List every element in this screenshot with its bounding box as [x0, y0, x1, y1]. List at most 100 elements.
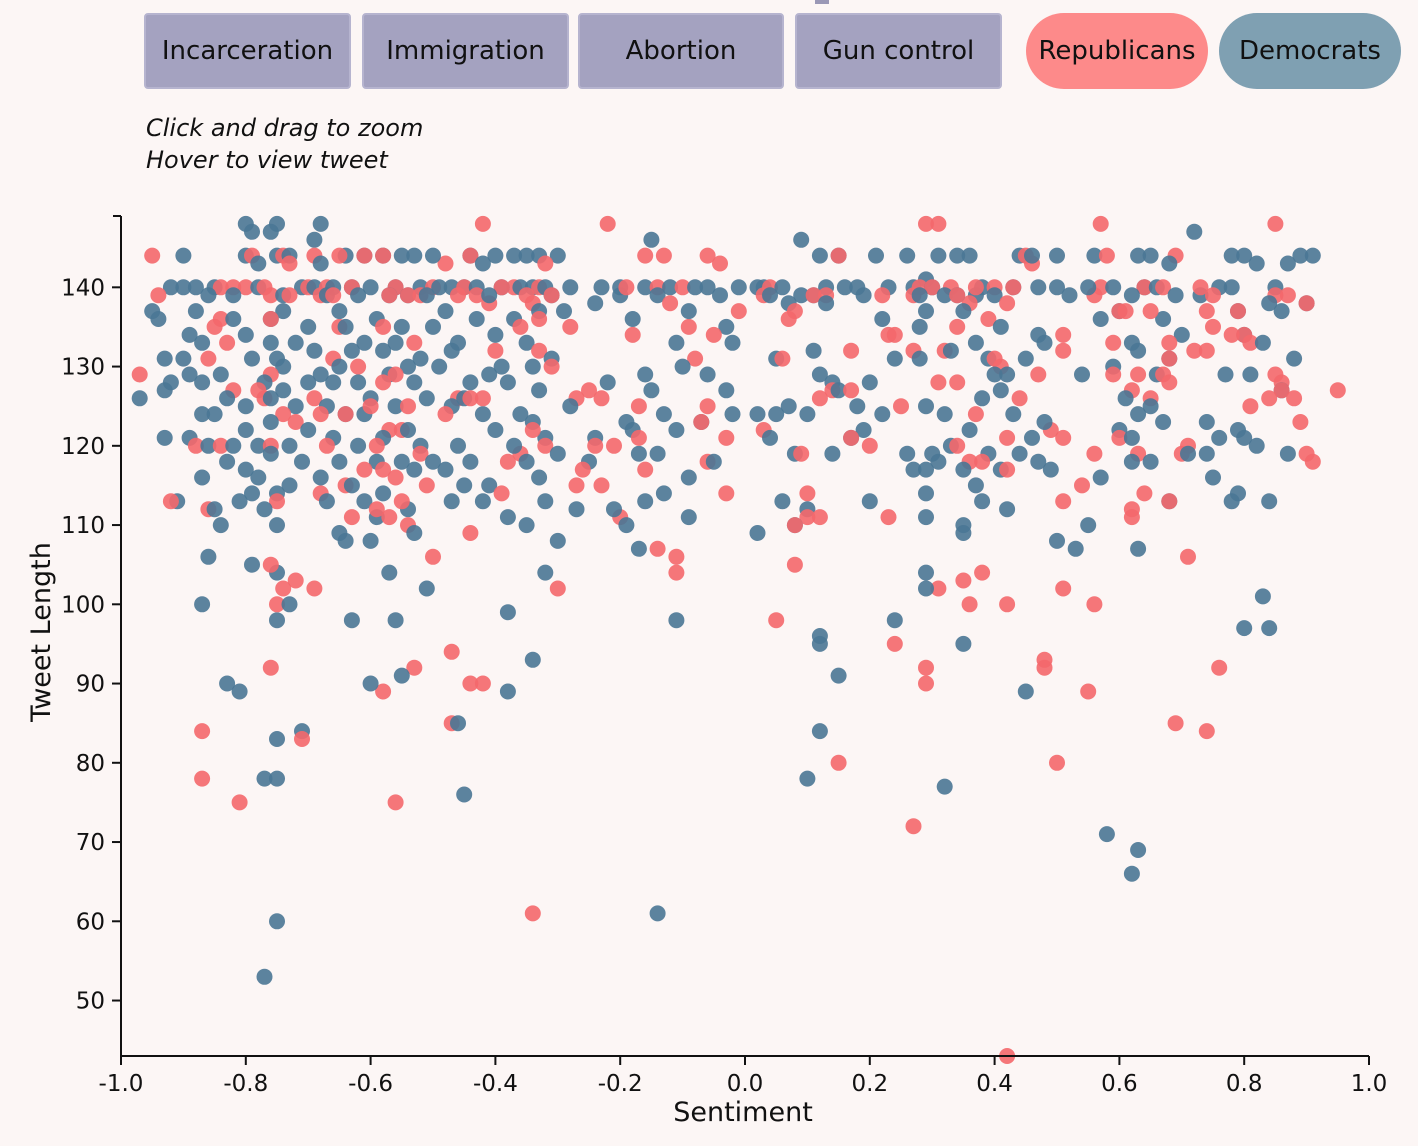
data-point-republicans[interactable] [918, 659, 934, 676]
data-point-democrats[interactable] [499, 509, 516, 526]
data-point-republicans[interactable] [549, 580, 566, 597]
data-point-democrats[interactable] [262, 334, 279, 351]
data-point-democrats[interactable] [312, 255, 329, 272]
data-point-democrats[interactable] [718, 318, 735, 335]
data-point-democrats[interactable] [425, 453, 441, 470]
data-point-democrats[interactable] [474, 255, 491, 272]
data-point-democrats[interactable] [481, 477, 498, 494]
data-point-democrats[interactable] [256, 968, 273, 985]
data-point-republicans[interactable] [687, 350, 704, 367]
data-point-republicans[interactable] [1205, 318, 1221, 335]
data-point-republicans[interactable] [843, 429, 860, 446]
data-point-democrats[interactable] [680, 509, 697, 526]
republicans-button[interactable]: Republicans [1026, 13, 1208, 89]
data-point-republicans[interactable] [425, 548, 441, 565]
data-point-republicans[interactable] [1292, 414, 1309, 430]
data-point-republicans[interactable] [562, 318, 579, 335]
data-point-republicans[interactable] [375, 374, 392, 391]
data-point-republicans[interactable] [294, 731, 310, 747]
data-point-democrats[interactable] [156, 429, 173, 446]
data-point-democrats[interactable] [387, 334, 404, 351]
data-point-democrats[interactable] [393, 453, 410, 470]
data-point-democrats[interactable] [219, 453, 236, 470]
data-point-republicans[interactable] [1161, 374, 1178, 391]
data-point-republicans[interactable] [805, 287, 822, 304]
data-point-democrats[interactable] [275, 382, 292, 399]
data-point-democrats[interactable] [1049, 247, 1065, 264]
data-point-democrats[interactable] [456, 477, 473, 494]
data-point-democrats[interactable] [524, 651, 541, 668]
data-point-republicans[interactable] [387, 366, 404, 383]
data-point-republicans[interactable] [1298, 295, 1315, 312]
data-point-republicans[interactable] [693, 414, 710, 430]
data-point-democrats[interactable] [680, 469, 697, 486]
data-point-republicans[interactable] [718, 485, 735, 502]
data-point-democrats[interactable] [425, 247, 441, 264]
data-point-republicans[interactable] [406, 659, 423, 676]
data-point-republicans[interactable] [1098, 247, 1115, 264]
data-point-republicans[interactable] [406, 334, 423, 351]
data-point-democrats[interactable] [393, 318, 410, 335]
data-point-democrats[interactable] [362, 532, 379, 549]
data-point-democrats[interactable] [1155, 311, 1172, 327]
data-point-democrats[interactable] [1167, 287, 1184, 304]
data-point-democrats[interactable] [175, 279, 192, 296]
data-point-democrats[interactable] [961, 247, 978, 264]
data-point-democrats[interactable] [1117, 390, 1134, 407]
data-point-democrats[interactable] [531, 469, 548, 486]
data-point-democrats[interactable] [949, 247, 966, 264]
data-point-democrats[interactable] [244, 556, 260, 573]
data-point-democrats[interactable] [836, 279, 853, 296]
data-point-republicans[interactable] [275, 580, 292, 597]
data-point-democrats[interactable] [918, 564, 934, 581]
data-point-democrats[interactable] [624, 311, 641, 327]
data-point-democrats[interactable] [1123, 453, 1140, 470]
data-point-republicans[interactable] [955, 572, 972, 589]
data-point-democrats[interactable] [487, 326, 504, 343]
immigration-button[interactable]: Immigration [362, 13, 569, 89]
data-point-republicans[interactable] [999, 461, 1016, 478]
data-point-democrats[interactable] [774, 279, 791, 296]
data-point-republicans[interactable] [269, 596, 285, 613]
data-point-democrats[interactable] [974, 390, 991, 407]
data-point-democrats[interactable] [587, 295, 604, 312]
data-point-republicans[interactable] [262, 659, 279, 676]
data-point-democrats[interactable] [861, 493, 878, 510]
data-point-democrats[interactable] [306, 342, 323, 359]
data-point-democrats[interactable] [1130, 406, 1147, 423]
data-point-republicans[interactable] [1286, 390, 1303, 407]
data-point-democrats[interactable] [400, 358, 416, 375]
data-point-democrats[interactable] [955, 525, 972, 541]
data-point-democrats[interactable] [967, 334, 984, 351]
data-point-republicans[interactable] [1242, 398, 1259, 415]
data-point-republicans[interactable] [269, 493, 285, 510]
data-point-republicans[interactable] [1279, 287, 1296, 304]
data-point-democrats[interactable] [431, 358, 448, 375]
data-point-republicans[interactable] [450, 287, 466, 304]
data-point-republicans[interactable] [306, 580, 323, 597]
data-point-republicans[interactable] [325, 287, 342, 304]
data-point-democrats[interactable] [705, 453, 722, 470]
data-point-republicans[interactable] [1030, 366, 1047, 383]
data-point-republicans[interactable] [568, 477, 585, 494]
data-point-republicans[interactable] [387, 794, 404, 811]
data-point-democrats[interactable] [618, 517, 635, 534]
data-point-democrats[interactable] [1142, 453, 1159, 470]
data-point-democrats[interactable] [1261, 620, 1278, 637]
data-point-republicans[interactable] [443, 643, 460, 660]
data-point-republicans[interactable] [212, 279, 229, 296]
data-point-democrats[interactable] [269, 770, 285, 787]
data-point-republicans[interactable] [212, 437, 229, 454]
data-point-democrats[interactable] [1098, 826, 1115, 843]
data-point-democrats[interactable] [1223, 493, 1240, 510]
data-point-democrats[interactable] [237, 398, 254, 415]
data-point-democrats[interactable] [275, 358, 292, 375]
data-point-democrats[interactable] [599, 374, 616, 391]
data-point-democrats[interactable] [244, 223, 260, 240]
data-point-democrats[interactable] [518, 334, 535, 351]
data-point-democrats[interactable] [749, 406, 766, 423]
data-point-democrats[interactable] [936, 287, 953, 304]
data-point-republicans[interactable] [830, 247, 847, 264]
data-point-democrats[interactable] [1254, 334, 1271, 351]
data-point-republicans[interactable] [1155, 279, 1172, 296]
